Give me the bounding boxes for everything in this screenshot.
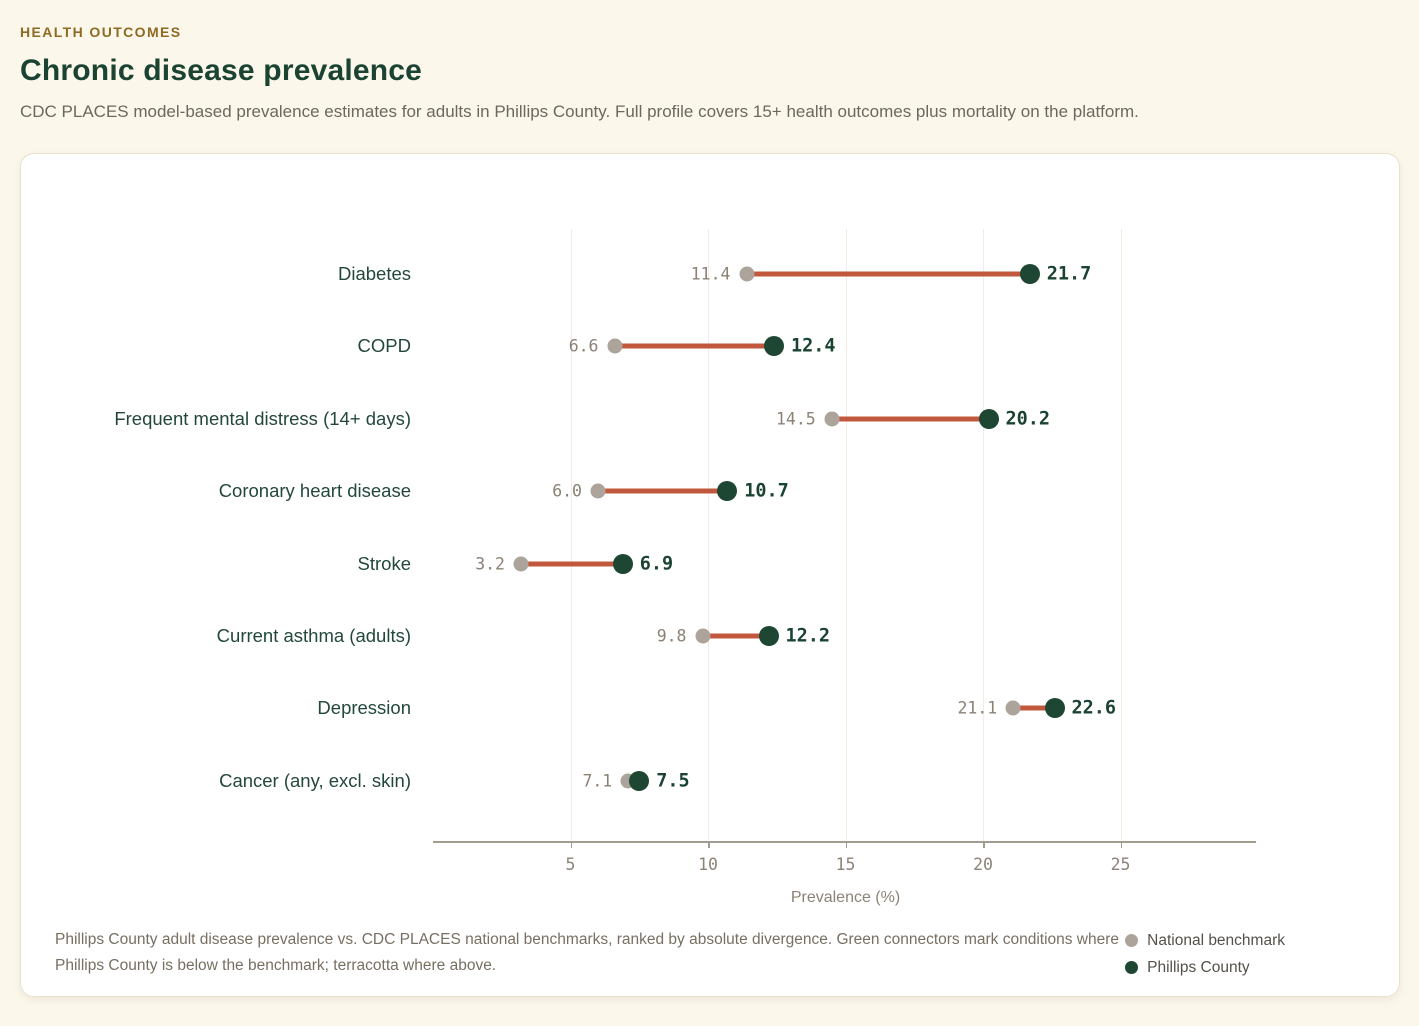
connector-line <box>521 561 623 567</box>
county-value-label: 12.4 <box>791 335 836 357</box>
category-label: Stroke <box>357 552 411 574</box>
legend-item: National benchmark <box>1125 927 1285 954</box>
axis-tick <box>708 841 710 848</box>
chart-footnote: Phillips County adult disease prevalence… <box>55 931 1120 974</box>
category-label: Current asthma (adults) <box>216 625 411 646</box>
connector-line <box>831 416 989 422</box>
grid-line <box>708 229 709 841</box>
benchmark-value-label: 9.8 <box>656 626 687 646</box>
connector-line <box>598 488 728 494</box>
benchmark-value-label: 6.0 <box>552 481 582 501</box>
eyebrow-label: HEALTH OUTCOMES <box>20 24 182 40</box>
county-value-label: 22.6 <box>1071 697 1117 719</box>
card-footer: Phillips County adult disease prevalence… <box>55 927 1365 979</box>
connector-line <box>746 271 1030 277</box>
dumbbell-chart: 5 10 15 20 25 Prevalence (%) Diabetes 11.4 21.7 C… <box>21 154 1401 998</box>
category-label: Coronary heart disease <box>218 480 411 502</box>
county-value-label: 12.2 <box>785 625 831 647</box>
page-header: HEALTH OUTCOMES Chronic disease prevalen… <box>20 24 1400 122</box>
connector-line <box>1013 705 1055 711</box>
benchmark-dot <box>590 483 606 499</box>
grid-line <box>570 229 572 841</box>
grid-line <box>983 229 984 841</box>
connector-line <box>614 343 774 349</box>
county-dot <box>717 481 738 502</box>
axis-tick <box>1120 841 1122 848</box>
chart-card: 5 10 15 20 25 Prevalence (%) Diabetes 11.4 21.7 C… <box>20 153 1400 997</box>
page-subtitle: CDC PLACES model-based prevalence estima… <box>20 102 1139 121</box>
category-label: COPD <box>357 335 411 357</box>
axis-tick-label: 15 <box>835 855 856 874</box>
benchmark-dot <box>824 411 840 427</box>
legend-dot-icon <box>1125 961 1139 974</box>
axis-title: Prevalence (%) <box>790 889 901 906</box>
legend-label: Phillips County <box>1147 958 1250 976</box>
county-dot <box>978 408 999 429</box>
benchmark-dot <box>695 628 710 644</box>
category-label: Diabetes <box>337 263 411 284</box>
grid-line <box>845 229 847 841</box>
axis-tick-label: 5 <box>565 855 576 874</box>
axis-tick-label: 25 <box>1110 855 1131 874</box>
benchmark-value-label: 7.1 <box>582 771 613 791</box>
category-label: Cancer (any, excl. skin) <box>219 769 411 791</box>
axis-tick <box>845 841 847 848</box>
page-title: Chronic disease prevalence <box>20 54 423 87</box>
county-value-label: 21.7 <box>1046 263 1092 285</box>
county-dot <box>1044 698 1065 719</box>
county-dot <box>1019 264 1040 284</box>
benchmark-dot <box>607 338 622 354</box>
legend-item: Phillips County <box>1125 954 1285 981</box>
category-label: Frequent mental distress (14+ days) <box>114 407 411 429</box>
county-value-label: 7.5 <box>656 770 690 792</box>
county-value-label: 6.9 <box>639 553 674 575</box>
benchmark-value-label: 3.2 <box>475 554 505 574</box>
county-dot <box>612 553 633 574</box>
legend-dot-icon <box>1125 934 1139 947</box>
axis-tick <box>983 841 985 848</box>
county-value-label: 20.2 <box>1005 408 1051 430</box>
county-value-label: 10.7 <box>744 480 789 502</box>
benchmark-dot <box>1005 700 1021 716</box>
chart-legend: National benchmark Phillips County <box>1125 927 1285 981</box>
axis-line <box>433 841 1256 843</box>
benchmark-dot <box>739 266 754 282</box>
benchmark-value-label: 11.4 <box>690 264 731 284</box>
benchmark-value-label: 6.6 <box>568 336 599 356</box>
legend-label: National benchmark <box>1147 931 1285 949</box>
axis-tick-label: 10 <box>698 855 718 874</box>
category-label: Depression <box>317 697 411 719</box>
county-dot <box>758 626 779 646</box>
county-dot <box>629 770 650 791</box>
benchmark-dot <box>513 556 529 572</box>
benchmark-value-label: 14.5 <box>776 409 816 429</box>
axis-tick-label: 20 <box>973 855 993 874</box>
grid-line <box>1120 229 1122 841</box>
connector-line <box>702 633 769 639</box>
county-dot <box>764 336 784 357</box>
benchmark-value-label: 21.1 <box>957 698 998 718</box>
axis-tick <box>570 841 572 848</box>
